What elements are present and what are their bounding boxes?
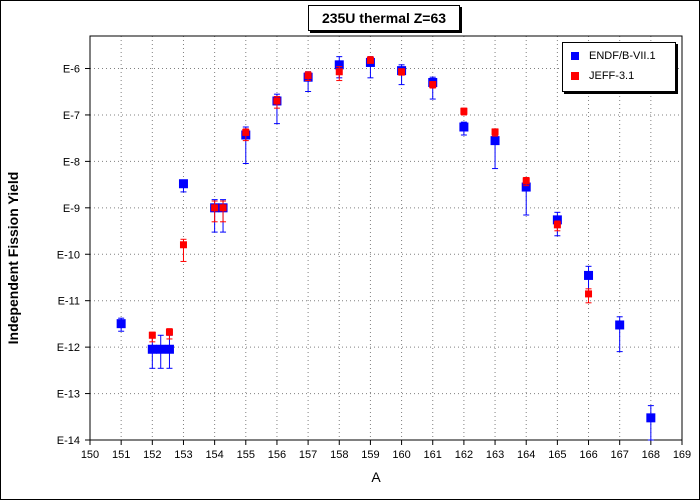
- legend-item-endf: ENDF/B-VII.1: [563, 47, 675, 65]
- y-tick-label: E-8: [63, 156, 80, 168]
- x-tick-label: 161: [424, 449, 442, 461]
- x-tick-label: 168: [642, 449, 660, 461]
- data-point-jeff: [460, 107, 468, 115]
- data-point-jeff: [304, 72, 312, 80]
- data-point-jeff: [553, 221, 561, 229]
- data-point-endf: [552, 215, 562, 225]
- data-point-endf: [116, 319, 126, 329]
- x-tick-label: 166: [579, 449, 597, 461]
- plot-area: [90, 36, 682, 440]
- data-point-endf: [156, 344, 166, 354]
- plot-border: [89, 35, 683, 441]
- x-tick-label: 154: [205, 449, 223, 461]
- x-tick-label: 159: [361, 449, 379, 461]
- data-point-jeff: [522, 177, 530, 185]
- data-point-jeff: [242, 128, 250, 136]
- x-tick-label: 151: [112, 449, 130, 461]
- x-tick-label: 163: [486, 449, 504, 461]
- x-tick-label: 156: [268, 449, 286, 461]
- data-point-jeff: [211, 204, 219, 212]
- data-point-jeff: [165, 328, 173, 336]
- data-point-endf: [459, 122, 469, 132]
- y-tick-label: E-13: [57, 389, 80, 401]
- data-point-endf: [490, 136, 500, 146]
- data-point-endf: [584, 270, 594, 280]
- data-point-jeff: [585, 290, 593, 298]
- y-tick-label: E-7: [63, 110, 80, 122]
- x-tick-label: 153: [174, 449, 192, 461]
- legend-swatch-endf: [571, 52, 579, 60]
- y-tick-label: E-9: [63, 203, 80, 215]
- x-tick-label: 164: [517, 449, 535, 461]
- data-point-endf: [147, 344, 157, 354]
- data-point-endf: [178, 179, 188, 189]
- legend: ENDF/B-VII.1 JEFF-3.1: [562, 42, 676, 92]
- y-tick-label: E-14: [57, 435, 80, 447]
- data-point-endf: [521, 182, 531, 192]
- x-tick-label: 155: [237, 449, 255, 461]
- legend-swatch-jeff: [571, 72, 579, 80]
- data-point-jeff: [491, 128, 499, 136]
- data-point-endf: [646, 413, 656, 423]
- y-tick-label: E-10: [57, 249, 80, 261]
- x-tick-label: 162: [455, 449, 473, 461]
- legend-label-endf: ENDF/B-VII.1: [589, 50, 656, 62]
- data-point-jeff: [219, 204, 227, 212]
- data-point-jeff: [366, 56, 374, 64]
- x-tick-label: 167: [611, 449, 629, 461]
- legend-item-jeff: JEFF-3.1: [563, 67, 675, 85]
- data-point-endf: [615, 320, 625, 330]
- chart-title: 235U thermal Z=63: [308, 5, 460, 31]
- data-point-jeff: [429, 81, 437, 89]
- y-axis-label: Independent Fission Yield: [5, 172, 21, 345]
- x-axis-label: A: [371, 469, 381, 485]
- x-tick-label: 165: [548, 449, 566, 461]
- y-tick-label: E-11: [58, 296, 80, 308]
- y-tick-label: E-12: [57, 342, 80, 354]
- x-tick-label: 158: [330, 449, 348, 461]
- data-point-jeff: [273, 97, 281, 105]
- data-point-jeff: [179, 241, 187, 249]
- data-point-jeff: [148, 331, 156, 339]
- data-point-endf: [334, 60, 344, 70]
- data-point-jeff: [398, 68, 406, 76]
- x-tick-label: 160: [392, 449, 410, 461]
- legend-label-jeff: JEFF-3.1: [589, 70, 635, 82]
- data-point-jeff: [335, 68, 343, 76]
- data-point-endf: [164, 344, 174, 354]
- x-tick-label: 157: [299, 449, 317, 461]
- x-tick-label: 150: [81, 449, 99, 461]
- y-tick-label: E-6: [63, 64, 80, 76]
- x-tick-label: 169: [673, 449, 691, 461]
- x-tick-label: 152: [143, 449, 161, 461]
